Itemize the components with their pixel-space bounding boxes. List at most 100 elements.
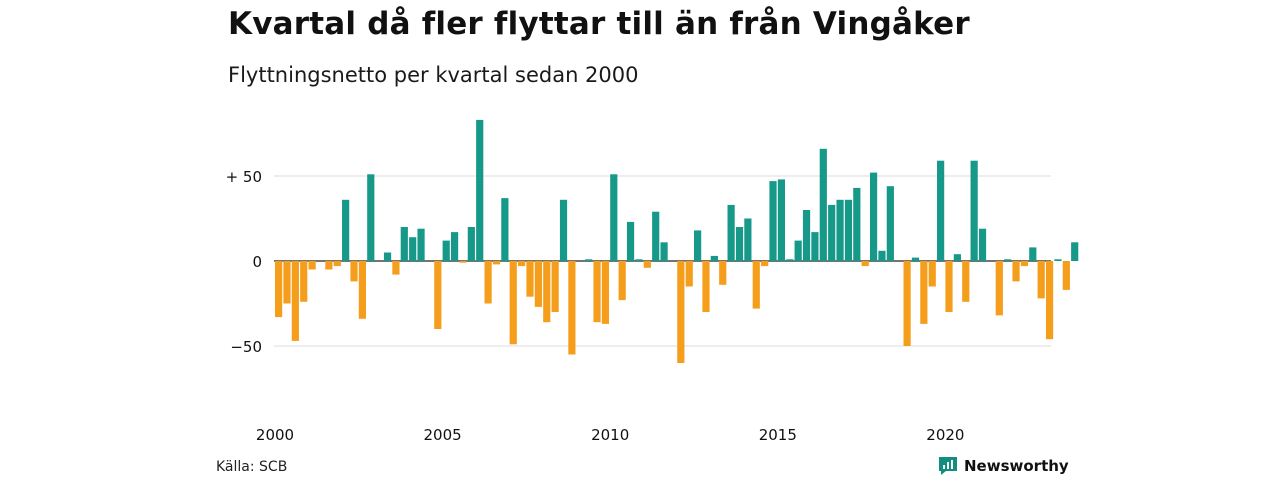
bar [920,261,928,324]
bar [769,181,777,261]
bars [275,119,1079,363]
bar [995,261,1003,316]
bar [601,261,610,324]
bar [761,261,769,267]
bar [652,211,660,261]
brand-name: Newsworthy [964,457,1069,475]
newsworthy-logo-icon [939,457,957,475]
x-tick-label: 2015 [759,426,797,444]
chart-title: Kvartal då fler flyttar till än från Vin… [228,6,970,42]
bar [417,228,425,261]
bar [903,261,911,346]
bar [442,240,450,261]
x-tick-label: 2020 [926,426,964,444]
x-tick-label: 2010 [591,426,629,444]
source-note: Källa: SCB [216,459,288,475]
bar [325,261,333,270]
bar [450,232,459,261]
bar [392,261,400,275]
bar [409,237,417,261]
bar [467,227,475,261]
bar [543,261,551,323]
bar [794,240,802,261]
bar [694,230,702,261]
bar [1029,247,1037,261]
bar [786,259,794,261]
bar [911,257,920,261]
bar [501,198,509,261]
bar [367,174,375,261]
bar [291,261,299,341]
bar [828,204,836,261]
bar [953,254,961,261]
bar [928,261,936,287]
bar [568,261,576,355]
x-tick-label: 2005 [424,426,462,444]
bar [308,261,316,270]
bar [610,174,618,261]
bar [1045,261,1054,340]
bar [459,261,467,263]
bar [735,227,744,261]
bar [660,242,668,261]
axis-labels: + 50 0 −50 2000 2005 2010 2015 2020 [226,168,965,444]
bar [744,218,752,261]
bar [275,261,283,318]
bar [492,261,501,265]
bar [962,261,970,302]
bar [476,119,484,262]
bar [635,259,643,261]
bar [869,172,878,261]
bar [350,261,358,282]
bar [342,199,350,261]
bar [719,261,727,285]
brand-logo[interactable]: Newsworthy [938,456,1069,476]
bar [283,261,291,304]
bar [593,261,601,323]
bar [844,199,853,261]
bar [937,160,945,261]
bar [685,261,693,287]
bar [853,187,861,261]
bar [551,261,559,312]
bar [1020,261,1029,267]
bar [886,186,894,261]
bar [878,250,886,261]
bar [534,261,542,307]
bar [802,210,811,261]
bar [727,204,735,261]
bar [626,221,635,261]
bar [358,261,366,319]
bar [1037,261,1045,299]
bar [836,199,844,261]
chart-subtitle: Flyttningsnetto per kvartal sedan 2000 [228,63,639,87]
bar [811,232,819,261]
bar [618,261,626,301]
bar [585,259,593,261]
bar [1004,259,1012,261]
bar [710,255,718,261]
bar [1012,261,1020,282]
bar [861,261,869,267]
bar [1054,259,1062,261]
bar [777,179,785,261]
bar [526,261,534,297]
bar [559,199,568,261]
bar [333,261,341,267]
bar [819,148,827,261]
bar [702,261,710,312]
bar [643,261,651,268]
x-tick-label: 2000 [256,426,294,444]
bar [383,252,392,261]
y-tick-label: + 50 [226,168,262,186]
bar [518,261,526,267]
bar [509,261,517,345]
bar [1071,242,1079,261]
bar [752,261,760,309]
bar [484,261,492,304]
bar [677,261,685,363]
bar [300,261,308,302]
bar [434,261,442,329]
y-tick-label: −50 [230,338,262,356]
